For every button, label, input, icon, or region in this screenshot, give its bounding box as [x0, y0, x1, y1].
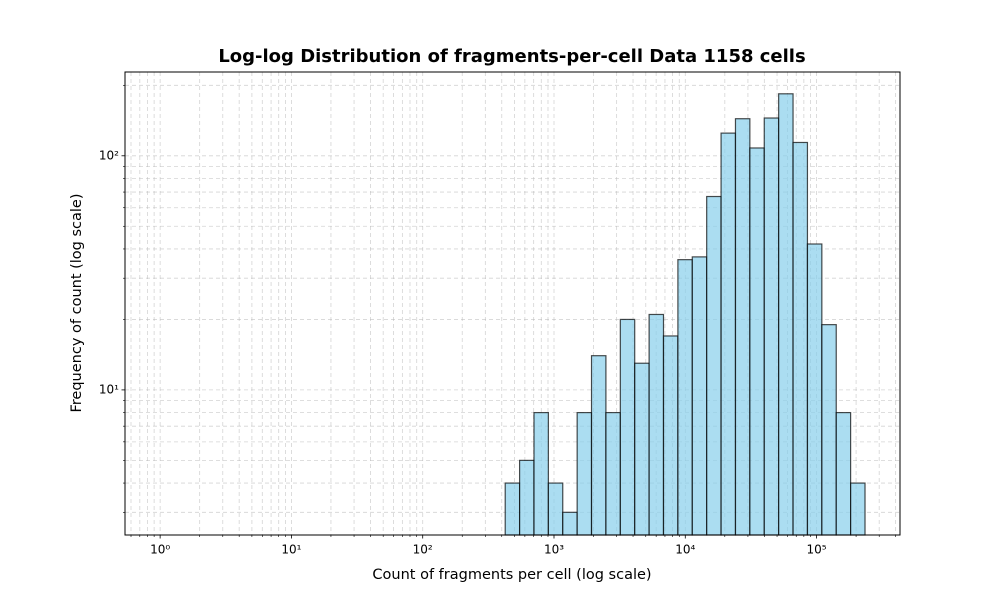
y-tick-label: 10¹: [99, 382, 119, 396]
chart-title: Log-log Distribution of fragments-per-ce…: [218, 46, 805, 67]
bar: [533, 411, 549, 536]
y-tick-label: 10²: [99, 148, 119, 162]
bar: [634, 362, 650, 536]
bar: [504, 482, 521, 536]
bar: [648, 313, 665, 536]
bar: [677, 259, 693, 536]
x-tick-label: 10²: [413, 543, 433, 557]
bar: [547, 482, 564, 536]
bar: [734, 118, 751, 536]
bar: [576, 411, 593, 536]
bar: [835, 411, 852, 536]
x-tick-label: 10¹: [281, 543, 301, 557]
bar: [706, 195, 722, 536]
bar: [720, 132, 737, 536]
bar: [821, 324, 837, 536]
bar: [605, 411, 621, 536]
x-axis-label: Count of fragments per cell (log scale): [372, 567, 651, 583]
x-tick-label: 10⁵: [807, 543, 827, 557]
bar: [562, 511, 578, 536]
plot-frame: [124, 71, 901, 536]
x-tick-label: 10⁰: [150, 543, 170, 557]
bar: [792, 141, 809, 536]
bar: [590, 355, 607, 536]
bar: [763, 117, 780, 536]
bar: [778, 93, 794, 536]
x-tick-label: 10⁴: [675, 543, 695, 557]
ticks: 10⁰ 10¹ 10² 10³ 10⁴ 10⁵ 10¹ 10²: [99, 85, 896, 557]
bars: [504, 93, 866, 536]
y-axis-label: Frequency of count (log scale): [69, 193, 85, 412]
bar: [850, 482, 866, 536]
x-tick-label: 10³: [544, 543, 564, 557]
bar: [619, 318, 636, 536]
bar: [662, 335, 679, 536]
bar: [806, 243, 823, 536]
bar: [749, 147, 765, 536]
bar: [518, 459, 535, 536]
bar: [691, 256, 708, 536]
